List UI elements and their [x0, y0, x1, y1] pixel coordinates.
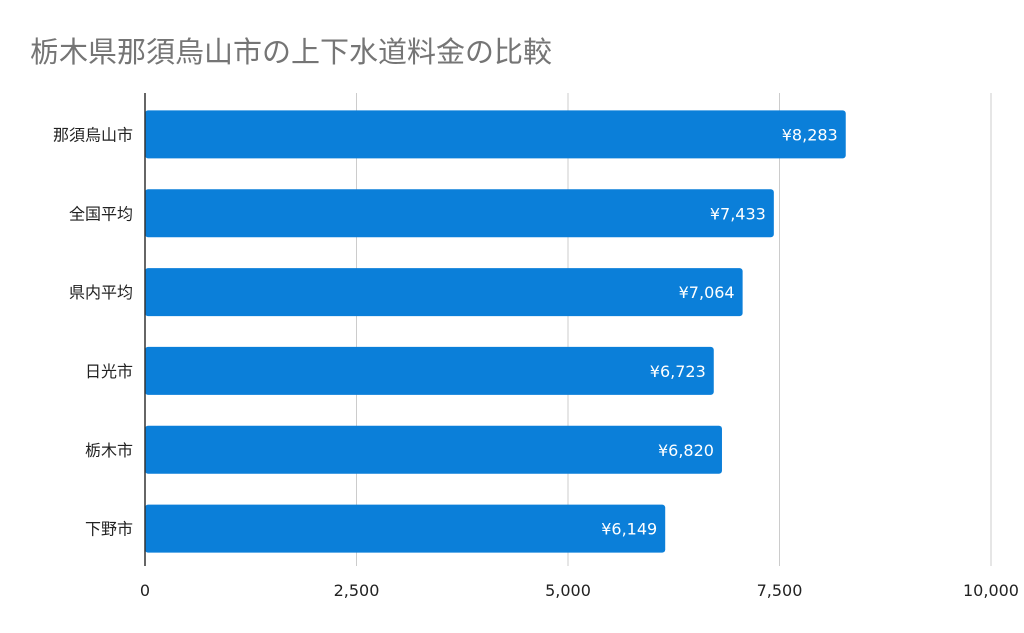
bar [145, 268, 743, 317]
category-label: 日光市 [85, 362, 133, 381]
category-label: 全国平均 [69, 204, 133, 223]
bar [145, 110, 846, 159]
x-tick-label: 10,000 [963, 581, 1019, 600]
bar [145, 189, 774, 238]
bar [145, 504, 666, 553]
category-label: 栃木市 [85, 441, 133, 460]
category-label: 下野市 [85, 520, 133, 539]
bar [145, 425, 722, 474]
chart-title: 栃木県那須烏山市の上下水道料金の比較 [30, 35, 552, 69]
bar [145, 346, 714, 395]
category-label: 那須烏山市 [53, 125, 133, 144]
data-label: ¥6,723 [650, 362, 706, 381]
data-label: ¥7,433 [710, 204, 766, 223]
data-label: ¥8,283 [782, 125, 838, 144]
data-label: ¥7,064 [679, 283, 735, 302]
x-tick-label: 7,500 [757, 581, 803, 600]
x-tick-label: 0 [140, 581, 150, 600]
data-label: ¥6,149 [601, 520, 657, 539]
x-tick-label: 2,500 [334, 581, 380, 600]
data-label: ¥6,820 [658, 441, 714, 460]
category-label: 県内平均 [69, 283, 133, 302]
x-tick-label: 5,000 [545, 581, 591, 600]
